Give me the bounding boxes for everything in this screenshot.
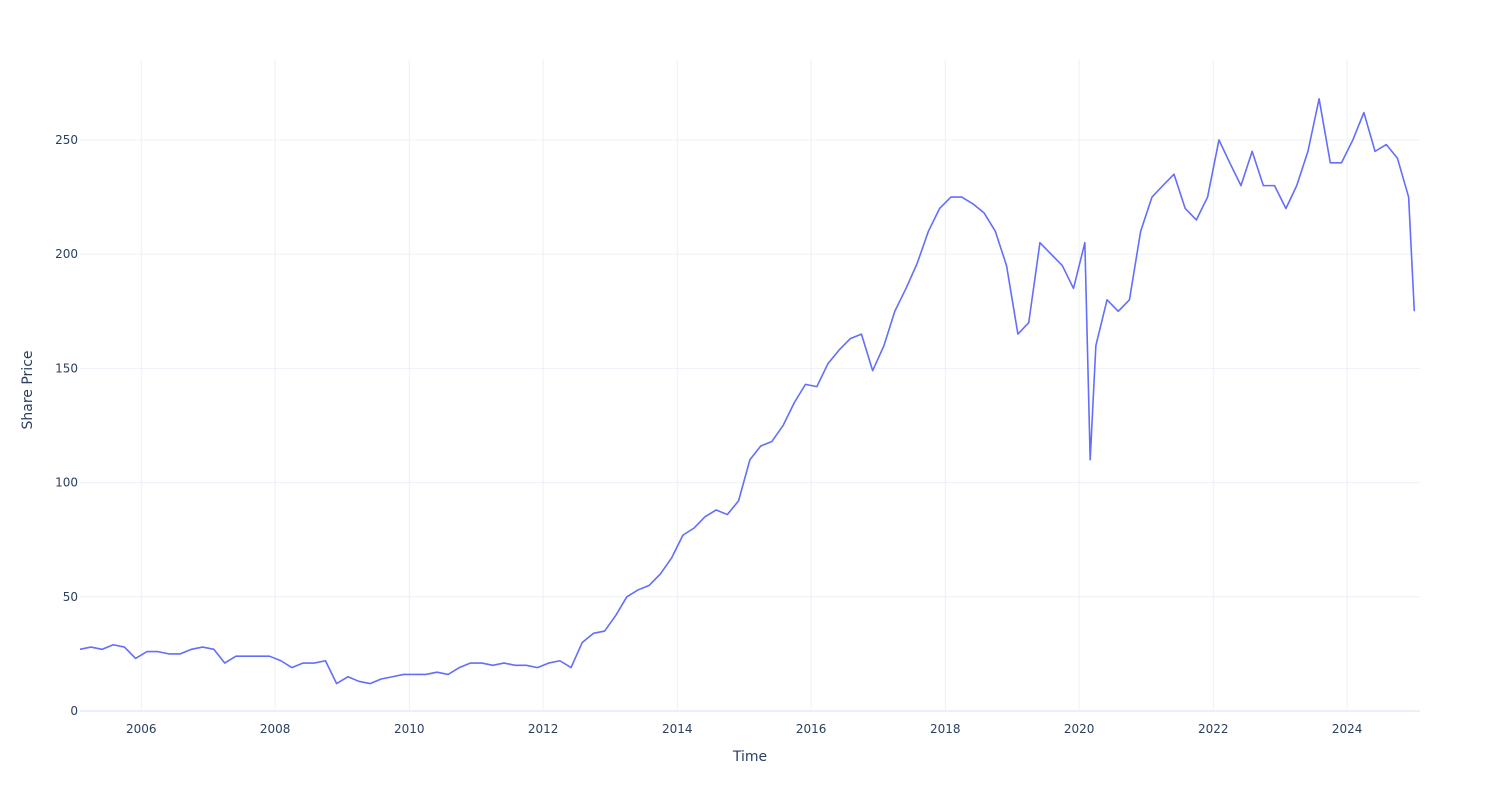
- x-tick-label: 2024: [1332, 722, 1363, 736]
- x-axis-title: Time: [732, 749, 767, 765]
- x-tick-label: 2022: [1198, 722, 1229, 736]
- y-axis-ticks: 0 50 100 150 200 250: [55, 133, 78, 718]
- x-tick-label: 2008: [260, 722, 291, 736]
- x-tick-label: 2020: [1064, 722, 1095, 736]
- y-tick-label: 200: [55, 247, 78, 261]
- grid-lines: [80, 60, 1420, 712]
- y-tick-label: 50: [63, 590, 78, 604]
- y-tick-label: 100: [55, 476, 78, 490]
- y-tick-label: 250: [55, 133, 78, 147]
- x-tick-label: 2012: [528, 722, 559, 736]
- x-tick-label: 2016: [796, 722, 827, 736]
- x-axis-ticks: 2006 2008 2010 2012 2014 2016 2018 2020 2022 2024: [126, 722, 1362, 736]
- x-tick-label: 2014: [662, 722, 693, 736]
- series-line-0: [79, 98, 1416, 685]
- x-tick-label: 2010: [394, 722, 425, 736]
- series-layer: [79, 98, 1416, 685]
- x-tick-label: 2006: [126, 722, 157, 736]
- y-tick-label: 150: [55, 361, 78, 375]
- y-tick-label: 0: [70, 704, 78, 718]
- x-tick-label: 2018: [930, 722, 961, 736]
- y-axis-title: Share Price: [20, 350, 36, 429]
